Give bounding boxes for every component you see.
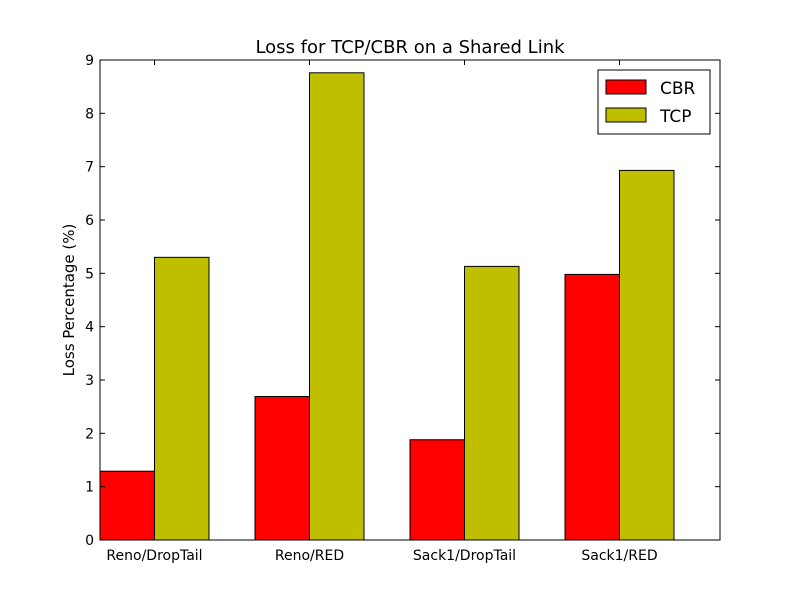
bar-tcp-3 (464, 265, 520, 541)
y-tick-label-0: 0 (85, 533, 94, 549)
y-tick-label-2: 2 (85, 426, 94, 442)
y-tick-label-1: 1 (85, 480, 94, 496)
legend-label-tcp: TCP (659, 107, 692, 127)
x-tick-label-3: Sack1/DropTail (413, 548, 516, 564)
x-tick-label-1: Reno/DropTail (106, 548, 202, 564)
ticks-group: 0 1 2 3 4 5 6 7 8 9 Reno/DropTail Reno/RED Sack1/Dro… (85, 53, 720, 564)
y-tick-label-9: 9 (85, 53, 94, 69)
y-tick-label-8: 8 (85, 106, 94, 122)
x-tick-label-2: Reno/RED (275, 548, 344, 564)
bar-tcp-4 (619, 169, 675, 541)
y-tick-label-4: 4 (85, 320, 94, 336)
legend-label-cbr: CBR (660, 79, 696, 99)
bar-tcp-1 (154, 256, 210, 541)
bars-group (99, 72, 675, 541)
y-axis-label: Loss Percentage (%) (60, 224, 78, 377)
y-tick-label-7: 7 (85, 160, 94, 176)
plot-frame (99, 59, 721, 541)
chart-title: Loss for TCP/CBR on a Shared Link (255, 37, 565, 58)
bar-cbr-2 (254, 396, 310, 541)
bar-tcp-2 (309, 72, 365, 541)
legend-swatch-cbr (605, 79, 647, 95)
y-tick-label-6: 6 (85, 213, 94, 229)
bar-cbr-4 (564, 273, 620, 541)
bar-cbr-3 (409, 439, 465, 541)
bar-cbr-1 (99, 470, 155, 541)
x-tick-label-4: Sack1/RED (581, 548, 657, 564)
legend: CBR TCP (597, 69, 711, 135)
y-tick-label-5: 5 (85, 266, 94, 282)
y-tick-label-3: 3 (85, 373, 94, 389)
legend-swatch-tcp (605, 107, 647, 123)
